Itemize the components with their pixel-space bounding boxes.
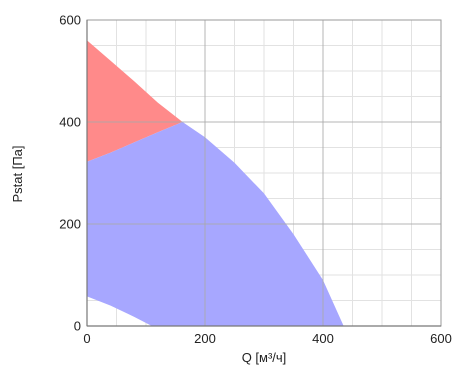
x-axis-title: Q [м³/ч] xyxy=(242,350,287,365)
red-region xyxy=(87,40,183,162)
y-axis-title: Pstat [Па] xyxy=(10,145,25,202)
x-tick-label: 600 xyxy=(430,331,452,346)
x-tick-label: 200 xyxy=(194,331,216,346)
tick-labels: 0 200 400 600 0 200 400 600 xyxy=(59,13,452,347)
y-tick-label: 600 xyxy=(59,13,81,28)
y-tick-label: 200 xyxy=(59,217,81,232)
x-tick-label: 0 xyxy=(83,331,90,346)
y-tick-label: 0 xyxy=(74,319,81,334)
regions xyxy=(87,40,344,326)
x-tick-label: 400 xyxy=(312,331,334,346)
y-tick-label: 400 xyxy=(59,115,81,130)
